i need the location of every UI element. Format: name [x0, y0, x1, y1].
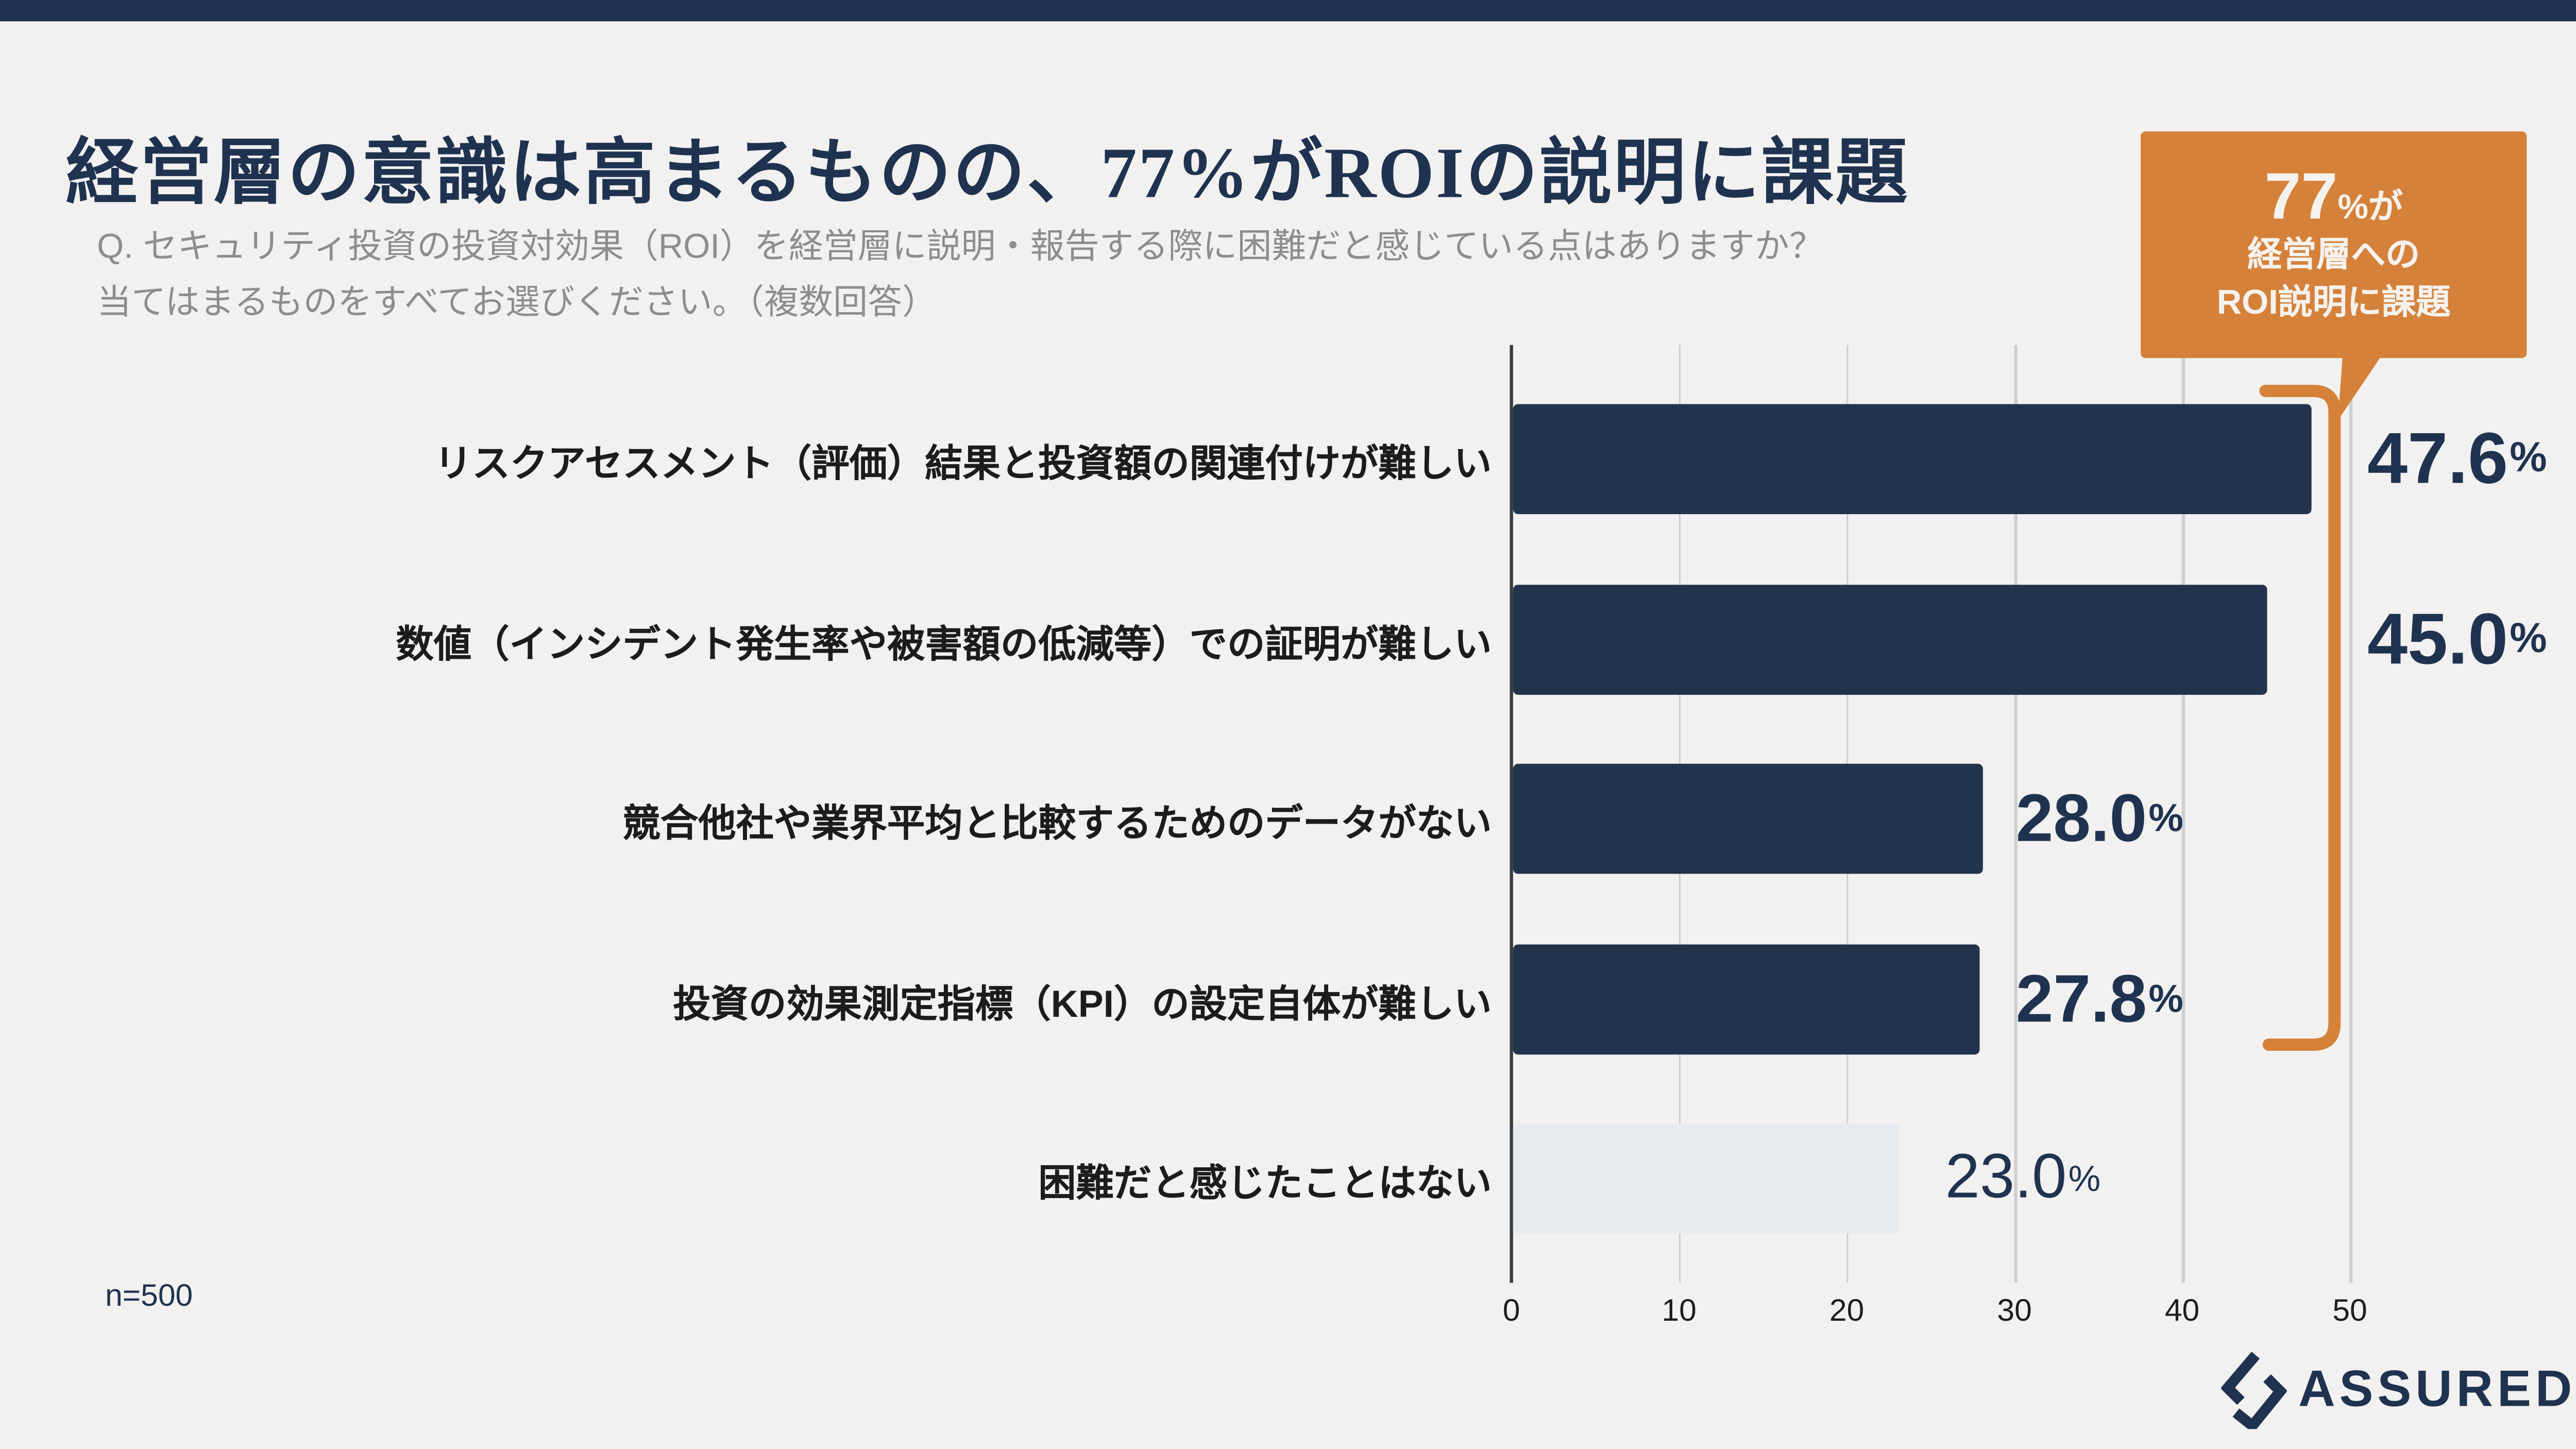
- x-tick-label-20: 20: [1829, 1294, 1865, 1329]
- sample-size: n=500: [105, 1280, 193, 1315]
- assured-diamond-icon: [2221, 1352, 2287, 1429]
- category-label-4: 困難だと感じたことはない: [1038, 1160, 1492, 1203]
- value-label-2: 28.0%: [2015, 780, 2183, 856]
- bar-0: [1513, 404, 2312, 515]
- bar-4: [1513, 1123, 1899, 1234]
- bar-1: [1513, 585, 2268, 695]
- survey-question-line2: 当てはまるものをすべてお選びください。（複数回答）: [97, 284, 937, 322]
- page-title: 経営層の意識は高まるものの、77%がROIの説明に課題: [65, 133, 1909, 215]
- category-label-1: 数値（インシデント発生率や被害額の低減等）での証明が難しい: [396, 621, 1492, 664]
- callout-bubble: 77%が 経営層への ROI説明に課題: [2140, 131, 2527, 359]
- survey-question-line1: Q. セキュリティ投資の投資対効果（ROI）を経営層に説明・報告する際に困難だと…: [97, 228, 1824, 266]
- survey-question: Q. セキュリティ投資の投資対効果（ROI）を経営層に説明・報告する際に困難だと…: [97, 220, 1824, 332]
- x-tick-label-30: 30: [1997, 1294, 2032, 1329]
- x-tick-label-0: 0: [1502, 1294, 1520, 1329]
- value-label-4: 23.0%: [1945, 1143, 2101, 1213]
- top-accent-band: [0, 0, 2576, 22]
- brand-logo: ASSURED: [2221, 1350, 2576, 1429]
- x-tick-label-10: 10: [1662, 1294, 1697, 1329]
- value-label-1: 45.0%: [2367, 599, 2547, 679]
- value-label-3: 27.8%: [2015, 961, 2183, 1037]
- callout-line3: ROI説明に課題: [2216, 283, 2451, 321]
- gridline-40: [2182, 345, 2184, 1283]
- category-label-2: 競合他社や業界平均と比較するためのデータがない: [622, 800, 1492, 844]
- bar-2: [1513, 763, 1983, 874]
- x-axis-line: [1510, 345, 1514, 1283]
- bar-3: [1513, 944, 1979, 1055]
- gridline-50: [2350, 345, 2352, 1283]
- callout-headline: 77%が: [2264, 161, 2403, 233]
- callout-line2: 経営層への: [2247, 236, 2420, 275]
- gridline-30: [2014, 345, 2017, 1283]
- x-tick-label-50: 50: [2332, 1294, 2367, 1329]
- category-label-0: リスクアセスメント（評価）結果と投資額の関連付けが難しい: [434, 441, 1492, 484]
- x-tick-label-40: 40: [2164, 1294, 2200, 1329]
- category-label-3: 投資の効果測定指標（KPI）の設定自体が難しい: [673, 981, 1492, 1025]
- value-label-0: 47.6%: [2367, 418, 2547, 499]
- brand-logo-text: ASSURED: [2298, 1360, 2576, 1418]
